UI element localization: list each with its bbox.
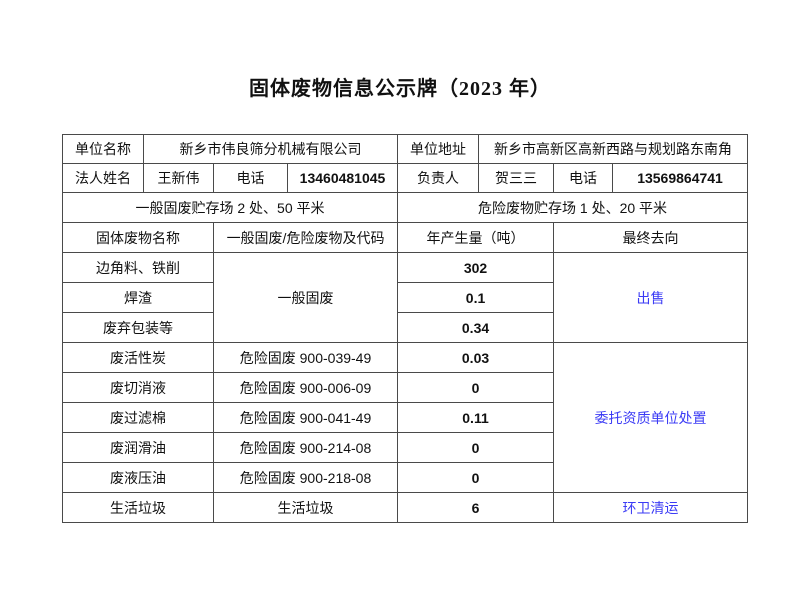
waste-code-cell: 一般固废	[212, 252, 399, 343]
waste-destination-cell: 环卫清运	[553, 492, 749, 523]
header-annual-amount: 年产生量（吨）	[397, 222, 555, 253]
waste-amount-cell: 0	[397, 372, 555, 403]
waste-name-cell: 焊渣	[62, 282, 214, 313]
hazardous-storage-summary-cell: 危险废物贮存场 1 处、20 平米	[397, 192, 749, 223]
manager-value-cell: 贺三三	[478, 163, 555, 193]
unit-address-label-cell: 单位地址	[397, 134, 480, 164]
waste-row: 废液压油 危险固废 900-218-08 0	[62, 462, 748, 493]
waste-code-cell: 危险固废 900-214-08	[212, 432, 399, 463]
waste-row: 边角料、铁削 一般固废 302 出售	[62, 252, 749, 343]
unit-address-value-cell: 新乡市高新区高新西路与规划路东南角	[478, 134, 749, 164]
header-destination: 最终去向	[553, 222, 749, 253]
row-contacts: 法人姓名 王新伟 电话 13460481045 负责人 贺三三 电话 13569…	[62, 163, 749, 193]
waste-name-cell: 生活垃圾	[62, 492, 214, 523]
waste-amount-cell: 0.11	[397, 402, 555, 433]
waste-code-cell: 生活垃圾	[212, 492, 399, 523]
waste-name-cell: 废弃包装等	[62, 312, 214, 343]
unit-name-label-cell: 单位名称	[62, 134, 144, 164]
waste-row: 废润滑油 危险固废 900-214-08 0	[62, 432, 748, 463]
waste-row: 废弃包装等 0.34	[62, 312, 748, 343]
waste-row: 焊渣 0.1	[62, 282, 748, 313]
waste-row: 废活性炭 危险固废 900-039-49 0.03 委托资质单位处置	[62, 342, 749, 493]
waste-code-cell: 危险固废 900-218-08	[212, 462, 399, 493]
header-waste-code: 一般固废/危险废物及代码	[212, 222, 399, 253]
waste-row: 废切消液 危险固废 900-006-09 0	[62, 372, 748, 403]
waste-name-cell: 废润滑油	[62, 432, 214, 463]
legal-name-label-cell: 法人姓名	[62, 163, 144, 193]
legal-name-value-cell: 王新伟	[143, 163, 214, 193]
waste-code-cell: 危险固废 900-041-49	[212, 402, 399, 433]
row-unit-info: 单位名称 新乡市伟良筛分机械有限公司 单位地址 新乡市高新区高新西路与规划路东南…	[62, 134, 749, 164]
waste-destination-cell: 委托资质单位处置	[553, 342, 749, 493]
waste-name-cell: 废液压油	[62, 462, 214, 493]
manager-phone-value-cell: 13569864741	[612, 163, 749, 193]
legal-phone-value-cell: 13460481045	[286, 163, 399, 193]
waste-amount-cell: 302	[397, 252, 555, 283]
legal-phone-label-cell: 电话	[213, 163, 288, 193]
waste-code-cell: 危险固废 900-006-09	[212, 372, 399, 403]
waste-name-cell: 废过滤棉	[62, 402, 214, 433]
header-waste-name: 固体废物名称	[62, 222, 214, 253]
document-title: 固体废物信息公示牌（2023 年）	[249, 78, 551, 100]
waste-amount-cell: 0	[397, 432, 555, 463]
waste-notice-table: 单位名称 新乡市伟良筛分机械有限公司 单位地址 新乡市高新区高新西路与规划路东南…	[61, 134, 749, 523]
general-storage-summary-cell: 一般固废贮存场 2 处、50 平米	[61, 192, 399, 223]
waste-name-cell: 废活性炭	[62, 342, 214, 373]
waste-name-cell: 废切消液	[62, 372, 214, 403]
manager-label-cell: 负责人	[397, 163, 480, 193]
waste-row: 生活垃圾 生活垃圾 6 环卫清运	[62, 492, 749, 523]
waste-amount-cell: 0	[397, 462, 555, 493]
waste-amount-cell: 0.1	[397, 282, 555, 313]
waste-row: 废过滤棉 危险固废 900-041-49 0.11	[62, 402, 748, 433]
waste-name-cell: 边角料、铁削	[62, 252, 214, 283]
manager-phone-label-cell: 电话	[553, 163, 614, 193]
unit-name-value-cell: 新乡市伟良筛分机械有限公司	[142, 134, 399, 164]
waste-amount-cell: 0.34	[397, 312, 555, 343]
waste-amount-cell: 6	[397, 492, 555, 523]
waste-code-cell: 危险固废 900-039-49	[212, 342, 399, 373]
row-waste-headers: 固体废物名称 一般固废/危险废物及代码 年产生量（吨） 最终去向	[62, 222, 749, 253]
row-storage-summary: 一般固废贮存场 2 处、50 平米 危险废物贮存场 1 处、20 平米	[61, 192, 749, 223]
waste-amount-cell: 0.03	[397, 342, 555, 373]
waste-destination-cell: 出售	[553, 252, 749, 343]
